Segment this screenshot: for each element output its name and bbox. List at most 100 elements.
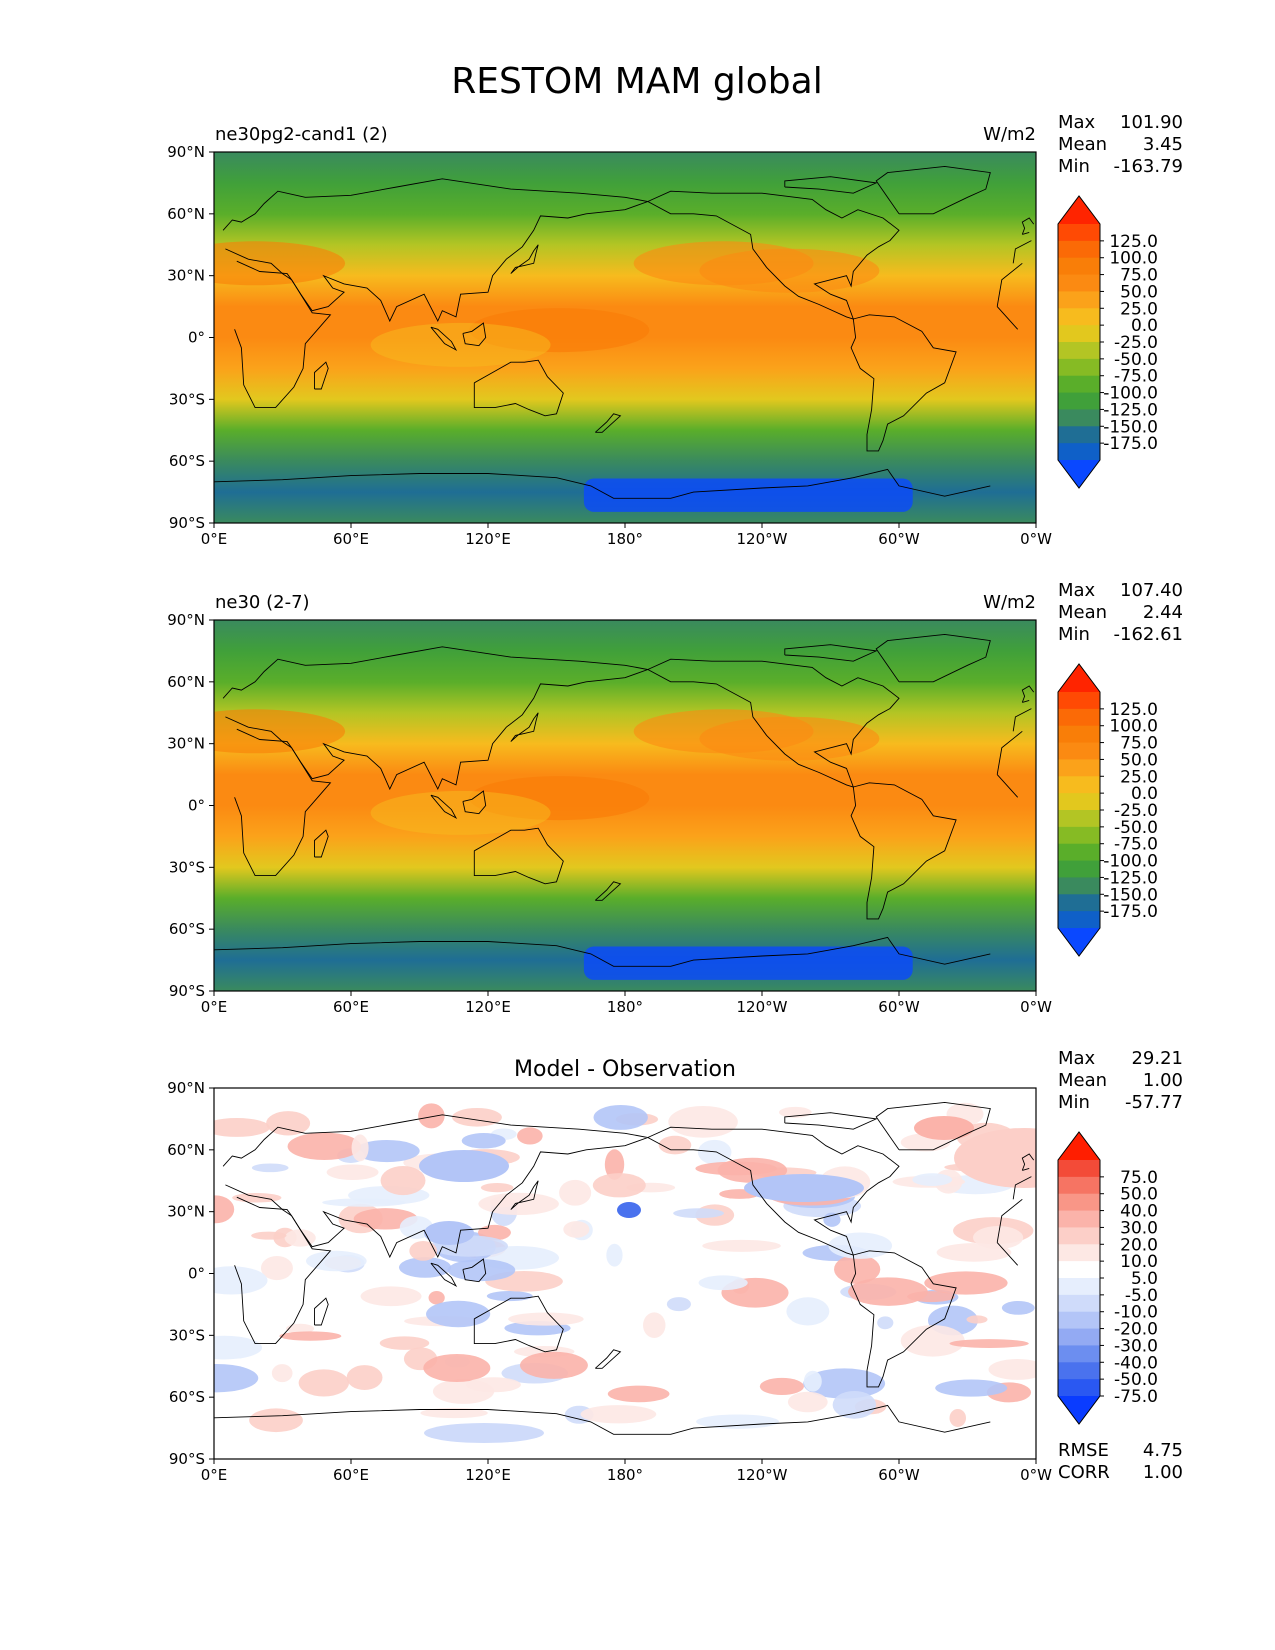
colorbar-extend-max bbox=[1058, 196, 1100, 224]
negative-anomaly bbox=[214, 1335, 263, 1360]
colorbar-segment bbox=[1058, 257, 1100, 276]
positive-anomaly bbox=[418, 1103, 445, 1129]
negative-anomaly bbox=[803, 1368, 886, 1399]
stat-mean-value: 1.00 bbox=[1143, 1070, 1183, 1091]
field-patch bbox=[214, 709, 346, 754]
positive-anomaly bbox=[508, 1312, 584, 1326]
y-tick-label: 30°N bbox=[167, 735, 205, 753]
positive-anomaly bbox=[759, 1377, 804, 1396]
stat-min-label: Min bbox=[1058, 1092, 1090, 1113]
colorbar-segment bbox=[1058, 776, 1100, 794]
positive-anomaly bbox=[949, 1408, 967, 1427]
coastline-group bbox=[214, 1101, 1035, 1435]
colorbar-segment bbox=[1058, 1176, 1100, 1195]
field-patch bbox=[370, 790, 551, 835]
positive-anomaly bbox=[563, 1221, 590, 1238]
colorbar-segment bbox=[1058, 443, 1100, 461]
x-tick-label: 60°E bbox=[333, 1466, 369, 1484]
x-tick-label: 60°W bbox=[878, 1466, 920, 1484]
anomaly-patch bbox=[617, 1202, 641, 1218]
negative-anomaly bbox=[447, 1259, 516, 1282]
positive-anomaly bbox=[409, 1240, 438, 1261]
colorbar-tick-label: 10.0 bbox=[1120, 1252, 1158, 1272]
positive-anomaly bbox=[284, 1229, 316, 1247]
stat-min-value: -163.79 bbox=[1114, 156, 1183, 177]
coastline bbox=[510, 1180, 539, 1210]
colorbar-tick-label: 25.0 bbox=[1120, 299, 1158, 319]
stat-max-label: Max bbox=[1058, 580, 1096, 601]
y-tick-label: 30°N bbox=[167, 1203, 205, 1221]
positive-anomaly bbox=[286, 1323, 315, 1334]
colorbar-tick-label: 20.0 bbox=[1120, 1235, 1158, 1255]
x-tick-label: 180° bbox=[607, 998, 643, 1016]
x-tick-label: 120°E bbox=[465, 1466, 511, 1484]
colorbar-segment bbox=[1058, 1193, 1100, 1212]
coastline bbox=[647, 190, 900, 320]
coastline bbox=[473, 827, 564, 885]
positive-anomaly bbox=[834, 1254, 881, 1284]
colorbar-segment bbox=[1058, 308, 1100, 326]
stat-max-value: 107.40 bbox=[1120, 580, 1183, 601]
colorbar-segment bbox=[1058, 291, 1100, 309]
stat-max-value: 29.21 bbox=[1131, 1048, 1183, 1069]
positive-anomaly bbox=[643, 1312, 666, 1339]
colorbar-tick-label: -50.0 bbox=[1114, 350, 1158, 370]
coastline bbox=[875, 633, 991, 683]
coastline bbox=[510, 244, 539, 274]
colorbar-segment bbox=[1058, 1244, 1100, 1262]
colorbar-segment bbox=[1058, 240, 1100, 259]
y-tick-label: 0° bbox=[188, 1265, 205, 1283]
y-tick-label: 30°S bbox=[169, 1326, 205, 1344]
y-tick-label: 90°S bbox=[169, 1450, 205, 1468]
coastline bbox=[462, 322, 487, 347]
x-tick-label: 0°E bbox=[201, 530, 228, 548]
negative-anomaly bbox=[354, 1139, 420, 1163]
colorbar-tick-label: -25.0 bbox=[1114, 333, 1158, 353]
panel-units: W/m2 bbox=[983, 124, 1036, 145]
colorbar-tick-label: 50.0 bbox=[1120, 282, 1158, 302]
anomaly-patch bbox=[424, 1221, 474, 1245]
negative-anomaly bbox=[214, 1266, 268, 1295]
coastline bbox=[222, 1114, 1032, 1259]
positive-anomaly bbox=[519, 1351, 588, 1379]
y-tick-label: 0° bbox=[188, 797, 205, 815]
stat-min-value: -57.77 bbox=[1125, 1092, 1183, 1113]
positive-anomaly bbox=[900, 1325, 965, 1357]
metric-rmse-value: 4.75 bbox=[1143, 1440, 1183, 1461]
colorbar-segment bbox=[1058, 860, 1100, 878]
y-tick-label: 60°N bbox=[167, 205, 205, 223]
positive-anomaly bbox=[232, 1192, 282, 1203]
positive-anomaly bbox=[279, 1331, 342, 1341]
colorbar-segment bbox=[1058, 426, 1100, 444]
x-tick-label: 60°E bbox=[333, 530, 369, 548]
colorbar-tick-label: 100.0 bbox=[1109, 717, 1158, 737]
panel-title-left: ne30pg2-cand1 (2) bbox=[215, 124, 388, 145]
coastline bbox=[784, 1112, 878, 1130]
colorbar-tick-label: -75.0 bbox=[1114, 835, 1158, 855]
negative-anomaly bbox=[786, 1297, 830, 1326]
positive-anomaly bbox=[658, 1135, 692, 1155]
stat-min-label: Min bbox=[1058, 624, 1090, 645]
coastline bbox=[222, 646, 1032, 791]
positive-anomaly bbox=[607, 1385, 670, 1403]
positive-anomaly bbox=[428, 1290, 445, 1305]
negative-anomaly bbox=[251, 1163, 289, 1173]
colorbar-tick-label: 125.0 bbox=[1109, 232, 1158, 252]
colorbar-segment bbox=[1058, 1362, 1100, 1380]
negative-anomaly bbox=[828, 1232, 893, 1259]
stat-min-label: Min bbox=[1058, 156, 1090, 177]
colorbar-segment bbox=[1058, 894, 1100, 912]
colorbar-segment bbox=[1058, 224, 1100, 242]
colorbar-extend-min bbox=[1058, 928, 1100, 956]
y-tick-label: 60°S bbox=[169, 452, 205, 470]
colorbar-tick-label: -75.0 bbox=[1114, 367, 1158, 387]
coastline bbox=[214, 468, 991, 499]
positive-anomaly bbox=[966, 1315, 988, 1324]
y-tick-label: 90°N bbox=[167, 611, 205, 629]
metric-corr-label: CORR bbox=[1058, 1462, 1110, 1483]
coastline bbox=[647, 1126, 900, 1256]
positive-anomaly bbox=[298, 1369, 349, 1397]
y-tick-label: 0° bbox=[188, 329, 205, 347]
panel-units: W/m2 bbox=[983, 592, 1036, 613]
colorbar-tick-label: -150.0 bbox=[1103, 417, 1158, 437]
